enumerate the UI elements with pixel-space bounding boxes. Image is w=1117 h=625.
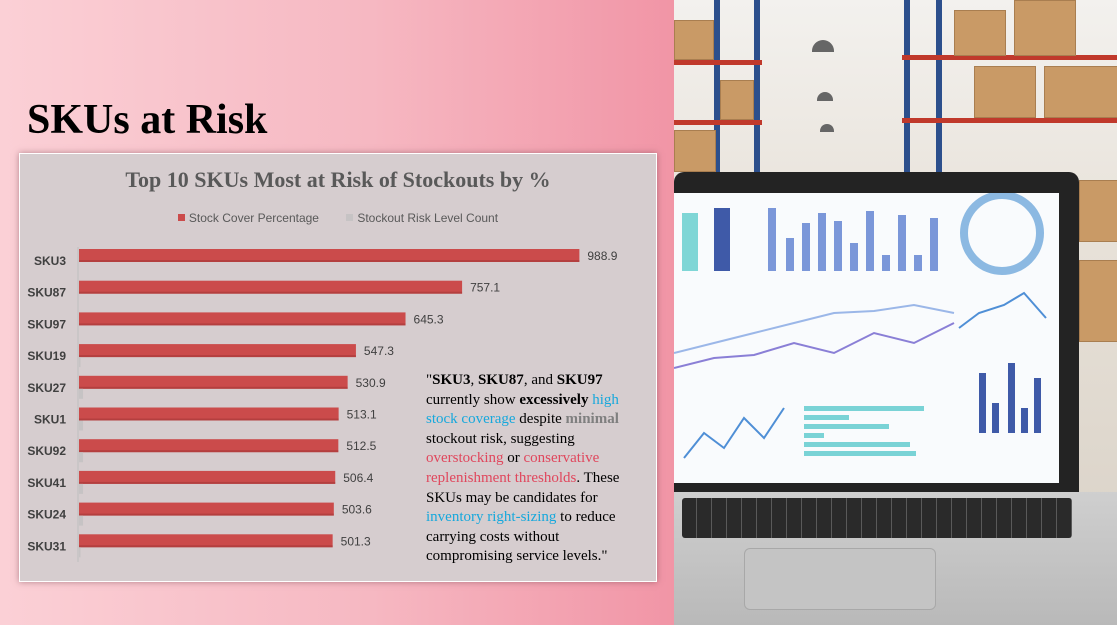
commentary-segment: overstocking [426, 450, 504, 467]
commentary-segment: " [426, 372, 433, 388]
legend-swatch-stock-cover [177, 214, 185, 221]
commentary-segment: , [470, 372, 478, 388]
bar-stockout-risk-sku31 [79, 547, 81, 558]
commentary-segment: . These SKUs may be candidates for [426, 469, 620, 506]
category-label: SKU3 [34, 254, 66, 268]
data-label: 503.6 [342, 503, 372, 517]
bar-stockout-risk-sku27 [79, 388, 84, 399]
bar-chart: SKU3 988.9 SKU87 757.1 SKU97 645.3 SKU19 547.3 S… [27, 247, 618, 562]
data-label: 757.1 [470, 281, 500, 295]
legend-item-stockout-risk: Stockout Risk Level Count [346, 211, 498, 225]
bar-stock-cover-sku3 [79, 249, 580, 262]
bar-stock-cover-sku92 [79, 439, 339, 453]
commentary-segment: to reduce carrying costs without comprom… [426, 509, 616, 565]
bar-stock-cover-sku19 [79, 344, 356, 358]
data-label: 501.3 [341, 534, 371, 548]
bar-stockout-risk-sku92 [79, 452, 84, 463]
commentary-segment: conservative replenishment thresholds [426, 450, 600, 486]
commentary-segment: inventory right-sizing [426, 509, 557, 526]
legend-item-stock-cover: Stock Cover Percentage [177, 211, 319, 225]
data-label: 645.3 [414, 312, 444, 326]
category-label: SKU87 [27, 286, 66, 300]
category-label: SKU24 [27, 508, 66, 522]
bar-shadow [79, 545, 333, 548]
legend-label-stockout-risk: Stockout Risk Level Count [357, 211, 499, 225]
data-label: 547.3 [364, 344, 394, 358]
commentary-segment: minimal [565, 411, 619, 428]
commentary-segment: or [503, 450, 524, 467]
data-label: 513.1 [347, 408, 377, 422]
category-label: SKU97 [27, 317, 66, 331]
data-label: 506.4 [343, 471, 373, 485]
commentary-segment: currently show [426, 391, 520, 408]
bar-shadow [79, 481, 336, 484]
commentary-segment: SKU3 [432, 372, 471, 388]
commentary-segment: , and [523, 372, 557, 388]
bar-shadow [79, 386, 348, 389]
commentary-text: "SKU3, SKU87, and SKU97 currently show e… [426, 371, 646, 567]
commentary-segment: high stock coverage [426, 391, 619, 428]
data-label: 512.5 [346, 439, 376, 453]
bar-stock-cover-sku41 [79, 470, 336, 484]
bar-stockout-risk-sku41 [79, 483, 84, 494]
bar-shadow [79, 513, 334, 516]
slide-title: SKUs at Risk [27, 97, 268, 143]
category-label: SKU31 [27, 539, 66, 553]
data-label: 988.9 [587, 249, 617, 263]
commentary-segment: stockout risk, suggesting [426, 430, 575, 447]
bar-shadow [79, 418, 339, 421]
bar-stock-cover-sku87 [79, 280, 463, 294]
bar-stockout-risk-sku19 [79, 357, 81, 368]
bar-stockout-risk-sku1 [79, 420, 84, 431]
bar-shadow [79, 323, 406, 326]
legend-label-stock-cover: Stock Cover Percentage [188, 211, 319, 225]
category-label: SKU19 [27, 349, 66, 363]
bar-stock-cover-sku97 [79, 312, 406, 326]
bar-shadow [79, 450, 339, 453]
bar-shadow [79, 291, 463, 294]
category-label: SKU1 [34, 413, 66, 427]
bar-stockout-risk-sku24 [79, 515, 84, 526]
left-panel: SKUs at Risk Top 10 SKUs Most at Risk of… [0, 0, 674, 625]
laptop-dashboard-warehouse-photo [674, 0, 1117, 625]
bar-shadow [79, 355, 356, 358]
commentary-segment: excessively [519, 391, 589, 408]
chart-title: Top 10 SKUs Most at Risk of Stockouts by… [125, 167, 551, 192]
chart-legend: Stock Cover Percentage Stockout Risk Lev… [20, 211, 656, 225]
commentary-segment: despite [515, 411, 566, 428]
bar-stock-cover-sku1 [79, 407, 339, 421]
data-label: 530.9 [356, 376, 386, 390]
bar-stock-cover-sku31 [79, 534, 333, 548]
bar-stock-cover-sku24 [79, 502, 334, 516]
legend-swatch-stockout-risk [346, 214, 354, 221]
bar-stock-cover-sku27 [79, 375, 348, 389]
commentary-segment: SKU97 [556, 372, 603, 388]
chart-card: Top 10 SKUs Most at Risk of Stockouts by… [19, 153, 657, 582]
category-label: SKU92 [27, 444, 66, 458]
commentary-segment: SKU87 [477, 372, 524, 388]
bar-shadow [79, 260, 580, 262]
category-label: SKU41 [27, 476, 66, 490]
category-label: SKU27 [27, 381, 66, 395]
